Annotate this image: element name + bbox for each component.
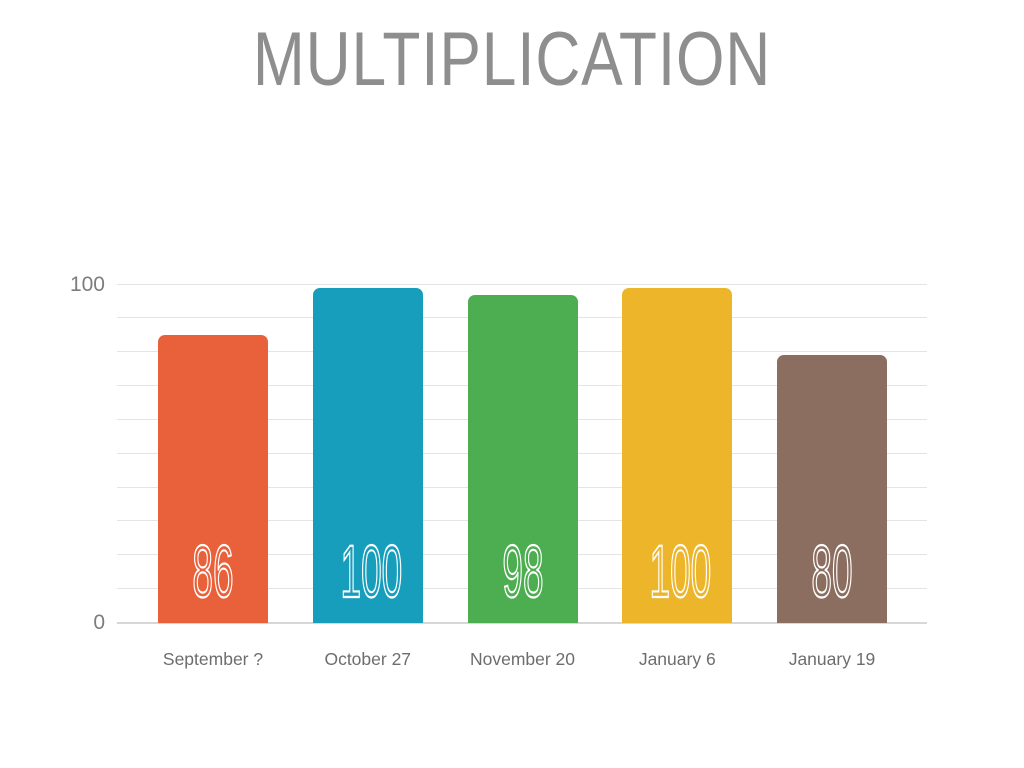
y-axis-label-0: 0 <box>93 611 105 634</box>
bar-value-label: 80 <box>811 530 853 613</box>
bar-september: 86 <box>158 334 268 623</box>
x-axis-label-january-6: January 6 <box>638 649 716 669</box>
bar-november-20: 98 <box>467 294 578 623</box>
bar-value-label: 86 <box>192 529 234 613</box>
y-axis-label-100: 100 <box>69 272 105 296</box>
x-axis-label-november-20: November 20 <box>469 649 576 669</box>
bar-january-6: 100 <box>622 288 733 623</box>
bar-value-label: 100 <box>649 530 712 613</box>
bar-october-27: 100 <box>312 288 423 623</box>
x-axis-label-september: September ? <box>162 649 264 669</box>
bar-value-label: 98 <box>501 529 544 613</box>
bar-value-label: 100 <box>340 530 403 613</box>
gridline <box>117 283 927 285</box>
x-axis-line <box>117 622 927 624</box>
x-axis-label-october-27: October 27 <box>324 649 412 669</box>
slide-title: MULTIPLICATION <box>252 17 772 102</box>
bar-january-19: 80 <box>777 355 887 623</box>
x-axis-label-january-19: January 19 <box>788 649 876 669</box>
